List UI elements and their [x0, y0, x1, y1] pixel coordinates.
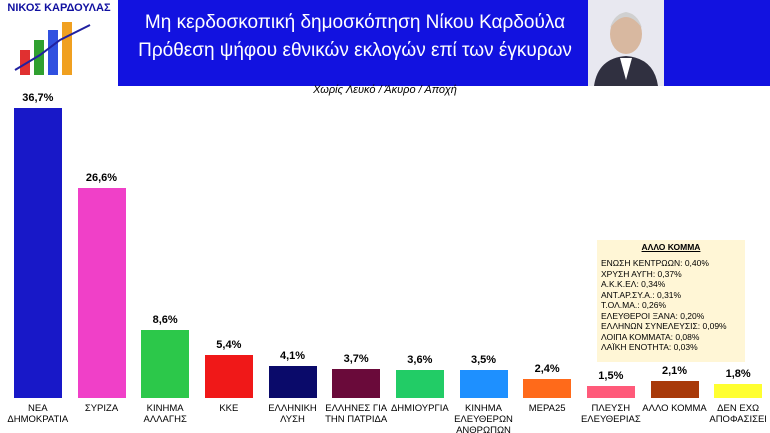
inset-item: ΕΛΕΥΘΕΡΟΙ ΞΑΝΑ: 0,20%: [601, 310, 705, 321]
value-label: 5,4%: [216, 339, 242, 352]
bar: [77, 188, 126, 398]
bar: [332, 368, 381, 398]
inset-item: ΧΡΥΣΗ ΑΥΓΗ: 0,37%: [601, 268, 682, 279]
category-label: ΣΥΡΙΖΑ: [84, 403, 119, 414]
value-label: 26,6%: [85, 172, 118, 184]
category-label: ΠΛΕΥΣΗ ΕΛΕΥΘΕΡΙΑΣ: [580, 403, 641, 425]
subtitle: Χωρίς Λευκό / Άκυρο / Αποχή: [313, 84, 457, 96]
bar: [141, 330, 190, 398]
bar: [204, 355, 253, 398]
photo: [588, 0, 664, 86]
value-label: 3,6%: [407, 353, 433, 366]
value-label: 2,4%: [534, 363, 560, 376]
category-label: ΔΕΝ ΕΧΩ ΑΠΟΦΑΣΙΣΕΙ: [709, 403, 767, 425]
portrait: [594, 12, 658, 86]
category-label: ΚΚΕ: [219, 403, 239, 414]
bar: [523, 379, 572, 398]
bar: [714, 383, 763, 398]
bar: [395, 369, 444, 398]
bar: [13, 108, 62, 398]
inset-item: ΑΝΤ.ΑΡ.ΣΥ.Α.: 0,31%: [601, 289, 682, 300]
inset-item: ΕΝΩΣΗ ΚΕΝΤΡΩΩΝ: 0,40%: [601, 258, 709, 268]
inset-title: ΑΛΛΟ ΚΟΜΜΑ: [641, 242, 701, 252]
value-label: 4,1%: [279, 349, 306, 362]
inset-item: Τ.ΟΛ.ΜΑ.: 0,26%: [601, 300, 667, 310]
category-label: ΕΛΛΗΝΕΣ ΓΙΑ ΤΗΝ ΠΑΤΡΙΔΑ: [325, 403, 388, 425]
banner-title: Μη κερδοσκοπική δημοσκόπηση Νίκου Καρδού…: [144, 12, 566, 33]
bar: [459, 370, 508, 398]
category-label: ΚΙΝΗΜΑ ΑΛΛΑΓΗΣ: [143, 403, 187, 425]
value-label: 3,5%: [470, 354, 497, 367]
category-label: ΔΗΜΙΟΥΡΓΙΑ: [390, 403, 449, 414]
bar: [650, 381, 699, 398]
bar: [268, 365, 317, 398]
category-label: ΝΕΑ ΔΗΜΟΚΡΑΤΙΑ: [7, 403, 69, 425]
inset-item: Α.Κ.Κ.ΕΛ: 0,34%: [601, 279, 666, 289]
value-label: 1,8%: [725, 367, 751, 380]
banner-title: Πρόθεση ψήφου εθνικών εκλογών επί των έγ…: [138, 40, 572, 61]
bar: [586, 386, 635, 398]
value-label: 1,5%: [598, 370, 624, 383]
value-label: 2,1%: [661, 365, 688, 378]
logo: [0, 0, 118, 86]
category-label: ΑΛΛΟ ΚΟΜΜΑ: [642, 403, 707, 414]
logo-text: ΝΙΚΟΣ ΚΑΡΔΟΥΛΑΣ: [7, 2, 111, 14]
value-label: 36,7%: [22, 92, 54, 105]
logo-graphic: [14, 22, 91, 75]
category-label: ΚΙΝΗΜΑ ΕΛΕΥΘΕΡΩΝ ΑΝΘΡΩΠΩΝ: [454, 403, 513, 433]
category-label: ΕΛΛΗΝΙΚΗ ΛΥΣΗ: [268, 403, 317, 425]
value-label: 3,7%: [343, 352, 369, 365]
category-label: ΜΕΡΑ25: [528, 403, 566, 414]
inset-item: ΛΑΪΚΗ ΕΝΟΤΗΤΑ: 0,03%: [601, 342, 698, 352]
inset-box: ΑΛΛΟ ΚΟΜΜΑ ΕΝΩΣΗ ΚΕΝΤΡΩΩΝ: 0,40% ΧΡΥΣΗ ΑΥ…: [597, 240, 745, 362]
value-label: 8,6%: [152, 314, 178, 327]
inset-item: ΛΟΙΠΑ ΚΟΜΜΑΤΑ: 0,08%: [601, 331, 700, 342]
inset-item: ΕΛΛΗΝΩΝ ΣΥΝΕΛΕΥΣΙΣ: 0,09%: [601, 321, 727, 331]
